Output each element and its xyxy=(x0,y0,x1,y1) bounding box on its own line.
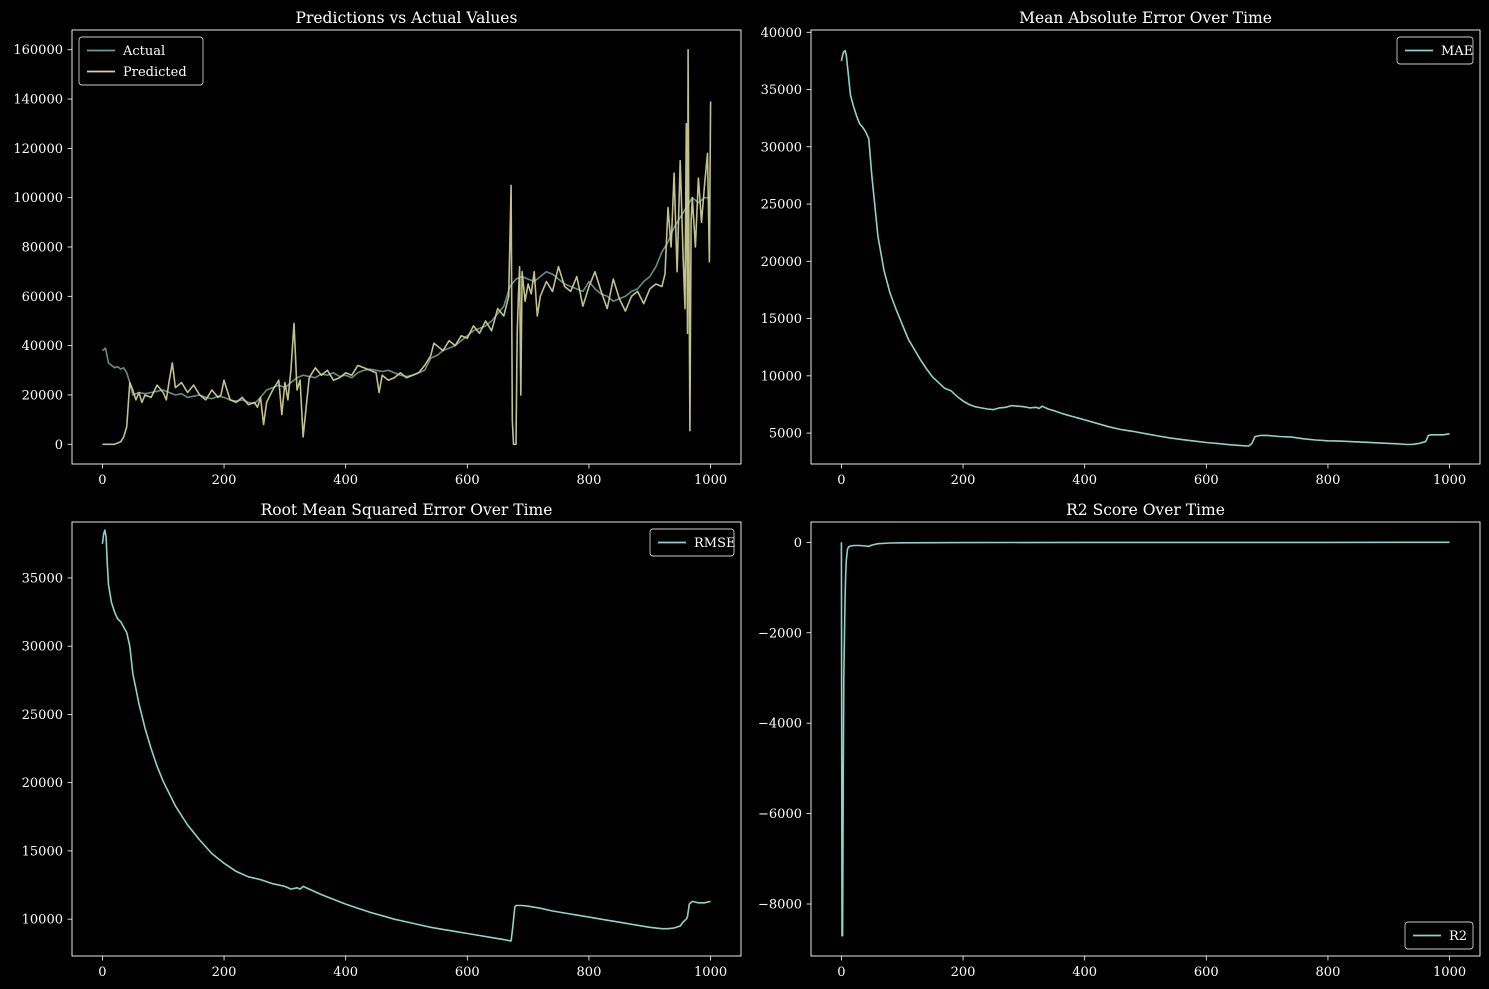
x-tick-label: 1000 xyxy=(1433,965,1466,980)
legend-label: MAE xyxy=(1441,44,1473,59)
legend-box xyxy=(649,528,735,557)
legend-box xyxy=(78,36,204,86)
x-tick-label: 400 xyxy=(333,473,358,488)
y-tick-label: 20000 xyxy=(22,388,63,403)
plot-r2-score: R2 Score Over Time 0 200 400 600 800 1000 −800… xyxy=(758,501,1481,980)
y-tick-label: 100000 xyxy=(13,191,63,206)
x-tick-label: 600 xyxy=(1194,473,1219,488)
series-line-r2 xyxy=(840,541,1450,937)
legend-label: Predicted xyxy=(123,65,187,80)
x-tick-label: 600 xyxy=(1194,965,1219,980)
x-tick-label: 600 xyxy=(455,473,480,488)
y-tick-label: −4000 xyxy=(758,717,802,732)
y-tick-label: −8000 xyxy=(758,898,802,913)
legend-box xyxy=(1396,36,1474,65)
x-tick-label: 800 xyxy=(577,473,602,488)
axes-frame xyxy=(71,29,742,465)
x-tick-label: 1000 xyxy=(694,473,727,488)
x-tick-label: 1000 xyxy=(1433,473,1466,488)
series-line-actual xyxy=(101,196,711,405)
y-tick-label: 120000 xyxy=(13,142,63,157)
y-tick-label: 40000 xyxy=(22,339,63,354)
x-tick-label: 400 xyxy=(1072,473,1097,488)
legend[interactable]: R2 xyxy=(1404,921,1474,950)
x-tick-label: 800 xyxy=(1316,473,1341,488)
x-tick-label: 200 xyxy=(951,965,976,980)
x-tick-label: 0 xyxy=(837,965,845,980)
y-tick-label: 15000 xyxy=(22,844,63,859)
x-tick-label: 0 xyxy=(98,473,106,488)
y-tick-label: 5000 xyxy=(769,427,802,442)
y-tick-label: −2000 xyxy=(758,626,802,641)
y-tick-label: 0 xyxy=(794,536,802,551)
chart-title: Mean Absolute Error Over Time xyxy=(1019,9,1272,27)
axes-frame xyxy=(71,521,742,957)
series-line-predicted xyxy=(102,48,712,446)
x-tick-label: 800 xyxy=(577,965,602,980)
x-tick-label: 200 xyxy=(212,473,237,488)
x-tick-label: 400 xyxy=(1072,965,1097,980)
x-tick-label: 200 xyxy=(212,965,237,980)
x-tick-label: 0 xyxy=(837,473,845,488)
x-tick-label: 800 xyxy=(1316,965,1341,980)
y-tick-label: 20000 xyxy=(22,776,63,791)
y-tick-label: 25000 xyxy=(22,708,63,723)
series-line-rmse xyxy=(101,529,711,942)
y-tick-label: 15000 xyxy=(761,312,802,327)
x-tick-label: 0 xyxy=(98,965,106,980)
series-line-mae xyxy=(840,49,1450,447)
plot-root-mean-squared-error: Root Mean Squared Error Over Time 0 200 40… xyxy=(22,501,742,980)
legend-label: R2 xyxy=(1449,929,1467,944)
y-tick-label: 30000 xyxy=(22,640,63,655)
axes-frame xyxy=(810,29,1481,465)
y-tick-label: 140000 xyxy=(13,93,63,108)
legend-label: Actual xyxy=(122,44,165,59)
y-tick-label: 35000 xyxy=(761,83,802,98)
y-tick-label: 10000 xyxy=(761,369,802,384)
x-tick-label: 600 xyxy=(455,965,480,980)
y-tick-label: −6000 xyxy=(758,807,802,822)
y-tick-label: 25000 xyxy=(761,198,802,213)
y-tick-label: 160000 xyxy=(13,43,63,58)
y-tick-label: 40000 xyxy=(761,26,802,41)
legend[interactable]: MAE xyxy=(1396,36,1474,65)
chart-title: Root Mean Squared Error Over Time xyxy=(261,501,553,519)
axes-frame xyxy=(810,521,1481,957)
chart-title: R2 Score Over Time xyxy=(1066,501,1225,519)
y-tick-label: 30000 xyxy=(761,140,802,155)
y-tick-label: 10000 xyxy=(22,913,63,928)
y-tick-label: 60000 xyxy=(22,290,63,305)
legend-label: RMSE xyxy=(694,536,736,551)
legend[interactable]: RMSE xyxy=(649,528,736,557)
plot-mean-absolute-error: Mean Absolute Error Over Time 0 200 400 600… xyxy=(761,9,1481,488)
y-tick-label: 0 xyxy=(55,438,63,453)
legend[interactable]: Actual Predicted xyxy=(78,36,204,86)
y-tick-label: 80000 xyxy=(22,241,63,256)
x-tick-label: 400 xyxy=(333,965,358,980)
x-tick-label: 1000 xyxy=(694,965,727,980)
chart-title: Predictions vs Actual Values xyxy=(296,9,518,27)
y-tick-label: 35000 xyxy=(22,571,63,586)
x-tick-label: 200 xyxy=(951,473,976,488)
plot-predictions-vs-actual: Predictions vs Actual Values 0 200 400 600 8… xyxy=(13,9,742,488)
y-tick-label: 20000 xyxy=(761,255,802,270)
